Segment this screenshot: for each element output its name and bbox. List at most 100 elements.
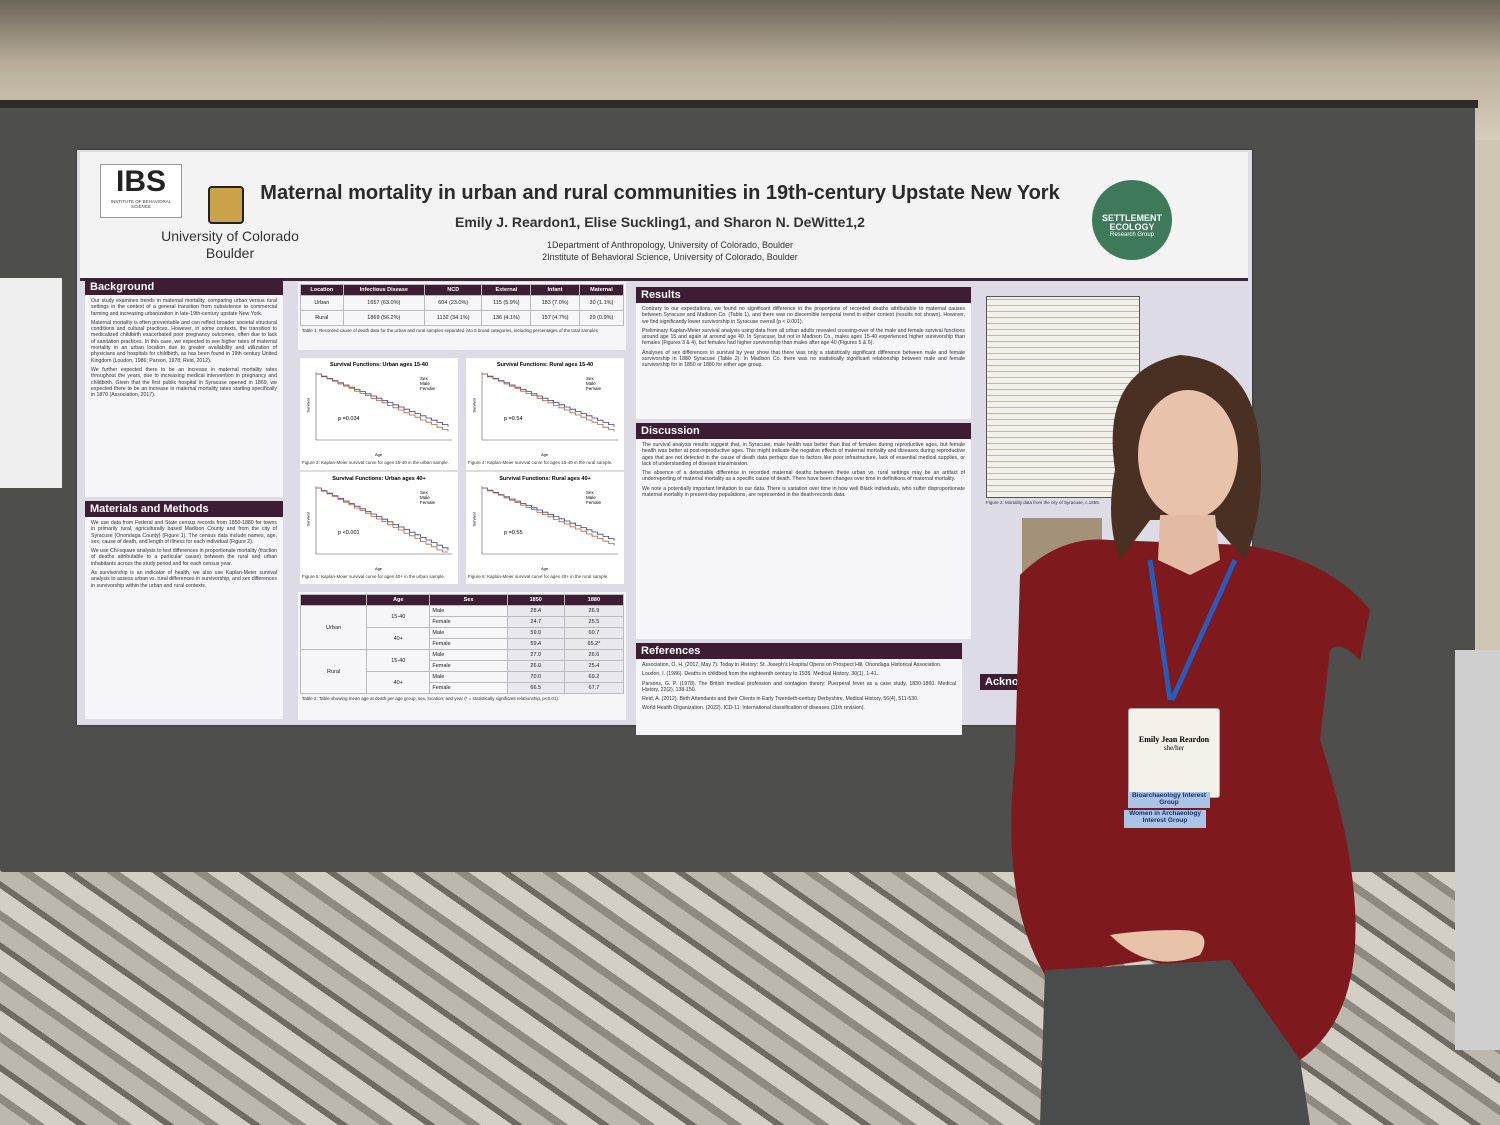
legend-entry: Male — [420, 381, 430, 386]
row: Urban 15-40 Male 28.4 26.9 — [299, 605, 625, 650]
legend-entry: Sex — [420, 490, 428, 495]
figure: Survival Functions: Rural ages 15-40 p =0… — [466, 358, 624, 470]
references-section: References Association, O. H. (2017, May… — [636, 643, 962, 735]
legend-entry: Male — [420, 495, 430, 500]
figure: Survival Functions: Urban ages 15-40 p =0… — [300, 358, 458, 470]
paragraph: Our study examines trends in maternal mo… — [91, 298, 277, 317]
legend-entry: Sex — [420, 376, 428, 381]
header-row: Location Infectious Disease NCD External Inf… — [300, 284, 625, 296]
table1-block: Location Infectious Disease NCD External Inf… — [298, 282, 626, 350]
caption: Table 1: Recorded cause of death data fo… — [302, 328, 600, 333]
pants — [1040, 960, 1310, 1125]
caption: Figure 6: Kaplan-Meier survival curve fo… — [468, 574, 609, 579]
neighbor-board — [1455, 650, 1500, 1050]
cu-logo — [208, 186, 244, 224]
x-axis-label: Age — [541, 452, 549, 457]
paragraph: Preliminary Kaplan-Meier survival analys… — [642, 327, 965, 347]
legend-entry: Female — [420, 500, 436, 505]
ibs-logo: IBS INSTITUTE OF BEHAVIORAL SCIENCE — [100, 164, 182, 218]
p-value: p =0.54 — [504, 416, 523, 422]
paragraph: Association, O. H. (2017, May 7). Today … — [642, 662, 942, 668]
settlement-sub: Research Group — [1109, 232, 1155, 238]
x-axis-label: Age — [375, 452, 383, 457]
badge-pronouns: she/her — [1163, 744, 1185, 752]
axis — [315, 486, 452, 555]
figure: Survival Functions: Rural ages 40+ p =0.5… — [466, 472, 624, 584]
paragraph: Analyses of sex differences in survival … — [642, 349, 965, 369]
authors: Emily J. Reardon1, Elise Suckling1, and … — [455, 214, 865, 230]
ribbon: Bioarchaeology Interest Group — [1128, 792, 1210, 808]
affiliation: 2Institute of Behavioral Science, Univer… — [542, 252, 798, 262]
lanyard — [1147, 558, 1238, 702]
cell: 66.5 — [506, 682, 565, 694]
section-heading: Background — [85, 279, 283, 295]
hands — [1110, 930, 1205, 962]
poster-header: IBS INSTITUTE OF BEHAVIORAL SCIENCE Univ… — [80, 152, 1248, 281]
figure-title: Survival Functions: Rural ages 40+ — [499, 476, 591, 482]
header-cell: 1850 — [506, 594, 565, 606]
badge-name: Emily Jean Reardon — [1138, 735, 1210, 744]
paragraph: The absence of a detectable difference i… — [642, 470, 965, 483]
table: Age Sex 1850 1880 Urban 15-40 Male 28.4 26.9 Fema… — [299, 594, 625, 694]
plot — [481, 486, 618, 555]
legend-entry: Female — [420, 386, 436, 391]
paragraph: We use data from Federal and State censu… — [91, 520, 277, 545]
methods-section: Materials and Methods We use data from F… — [85, 501, 283, 719]
x-axis-label: Age — [375, 566, 383, 571]
caption: Figure 2: Mortality data from the city o… — [986, 500, 1101, 505]
survival-curve — [316, 373, 449, 432]
paragraph: Parsons, G. P. (1978). The British medic… — [642, 680, 956, 693]
section-heading: Results — [636, 287, 971, 303]
figure-title: Survival Functions: Urban ages 15-40 — [329, 362, 429, 368]
paragraph: We note a potentially important limitati… — [642, 485, 965, 499]
p-value: p =0.55 — [504, 530, 523, 536]
paragraph: We further expected there to be an incre… — [91, 366, 277, 399]
paragraph: Contrary to our expectations, we found n… — [642, 306, 965, 325]
cell: 67.7 — [563, 682, 625, 694]
affiliation: 1Department of Anthropology, University … — [547, 240, 793, 250]
name-badge: Emily Jean Reardon she/her — [1128, 708, 1220, 798]
section-body: The survival analysis results suggest th… — [636, 442, 971, 498]
axis — [481, 372, 618, 441]
face — [1138, 390, 1238, 520]
survival-curve — [482, 373, 615, 432]
neighbor-poster — [0, 278, 62, 488]
cell: Female — [429, 682, 508, 694]
row: Female 59.4 65.2* — [301, 638, 625, 650]
cell: 29 (0.9%) — [578, 310, 625, 326]
legend-entry: Female — [586, 500, 602, 505]
neck — [1158, 515, 1220, 575]
row: Urban 1657 (63.0%) 604 (23.0%) 115 (5.9%) 18… — [300, 295, 625, 311]
section-body: Contrary to our expectations, we found n… — [636, 306, 971, 369]
survival-curve — [482, 487, 615, 546]
section-heading: Materials and Methods — [85, 501, 283, 517]
plot — [315, 372, 452, 441]
section-body: We use data from Federal and State censu… — [85, 520, 283, 589]
cell: 1869 (56.2%) — [342, 310, 426, 326]
legend: Sex Male Female — [586, 376, 601, 391]
legend: Sex Male Female — [586, 490, 601, 505]
row: Rural 1869 (56.2%) 1132 (34.1%) 136 (4.1%) 1… — [300, 310, 625, 326]
ibs-sub: INSTITUTE OF BEHAVIORAL SCIENCE — [110, 199, 172, 209]
row: Rural 15-40 Male 27.0 26.6 — [299, 649, 625, 694]
paragraph: Loudon, I. (1986). Deaths in childbed fr… — [642, 671, 879, 678]
ibs-text: IBS — [115, 165, 166, 198]
row: Female 66.5 67.7 — [301, 682, 625, 694]
ribbon: Women in Archaeology Interest Group — [1124, 810, 1206, 828]
caption: Figure 5: Kaplan-Meier survival curve fo… — [302, 574, 445, 579]
x-axis-label: Age — [541, 566, 549, 571]
p-value: p <0.001 — [338, 530, 360, 536]
paragraph: Maternal mortality is often preventable … — [91, 319, 277, 364]
cell: 1132 (34.1%) — [423, 310, 483, 326]
legend-entry: Female — [586, 386, 602, 391]
paragraph: World Health Organization. (2022). ICD-1… — [642, 705, 865, 712]
legend-entry: Sex — [586, 490, 594, 495]
university-name: University of Colorado Boulder — [161, 228, 299, 261]
caption: Table 2: Table showing mean age at death… — [302, 696, 560, 701]
caption: Figure 3: Kaplan-Meier survival curve fo… — [302, 460, 449, 465]
caption: Figure 4: Kaplan-Meier survival curve fo… — [468, 460, 613, 465]
axis — [315, 372, 452, 441]
section-body: Association, O. H. (2017, May 7). Today … — [636, 662, 962, 712]
